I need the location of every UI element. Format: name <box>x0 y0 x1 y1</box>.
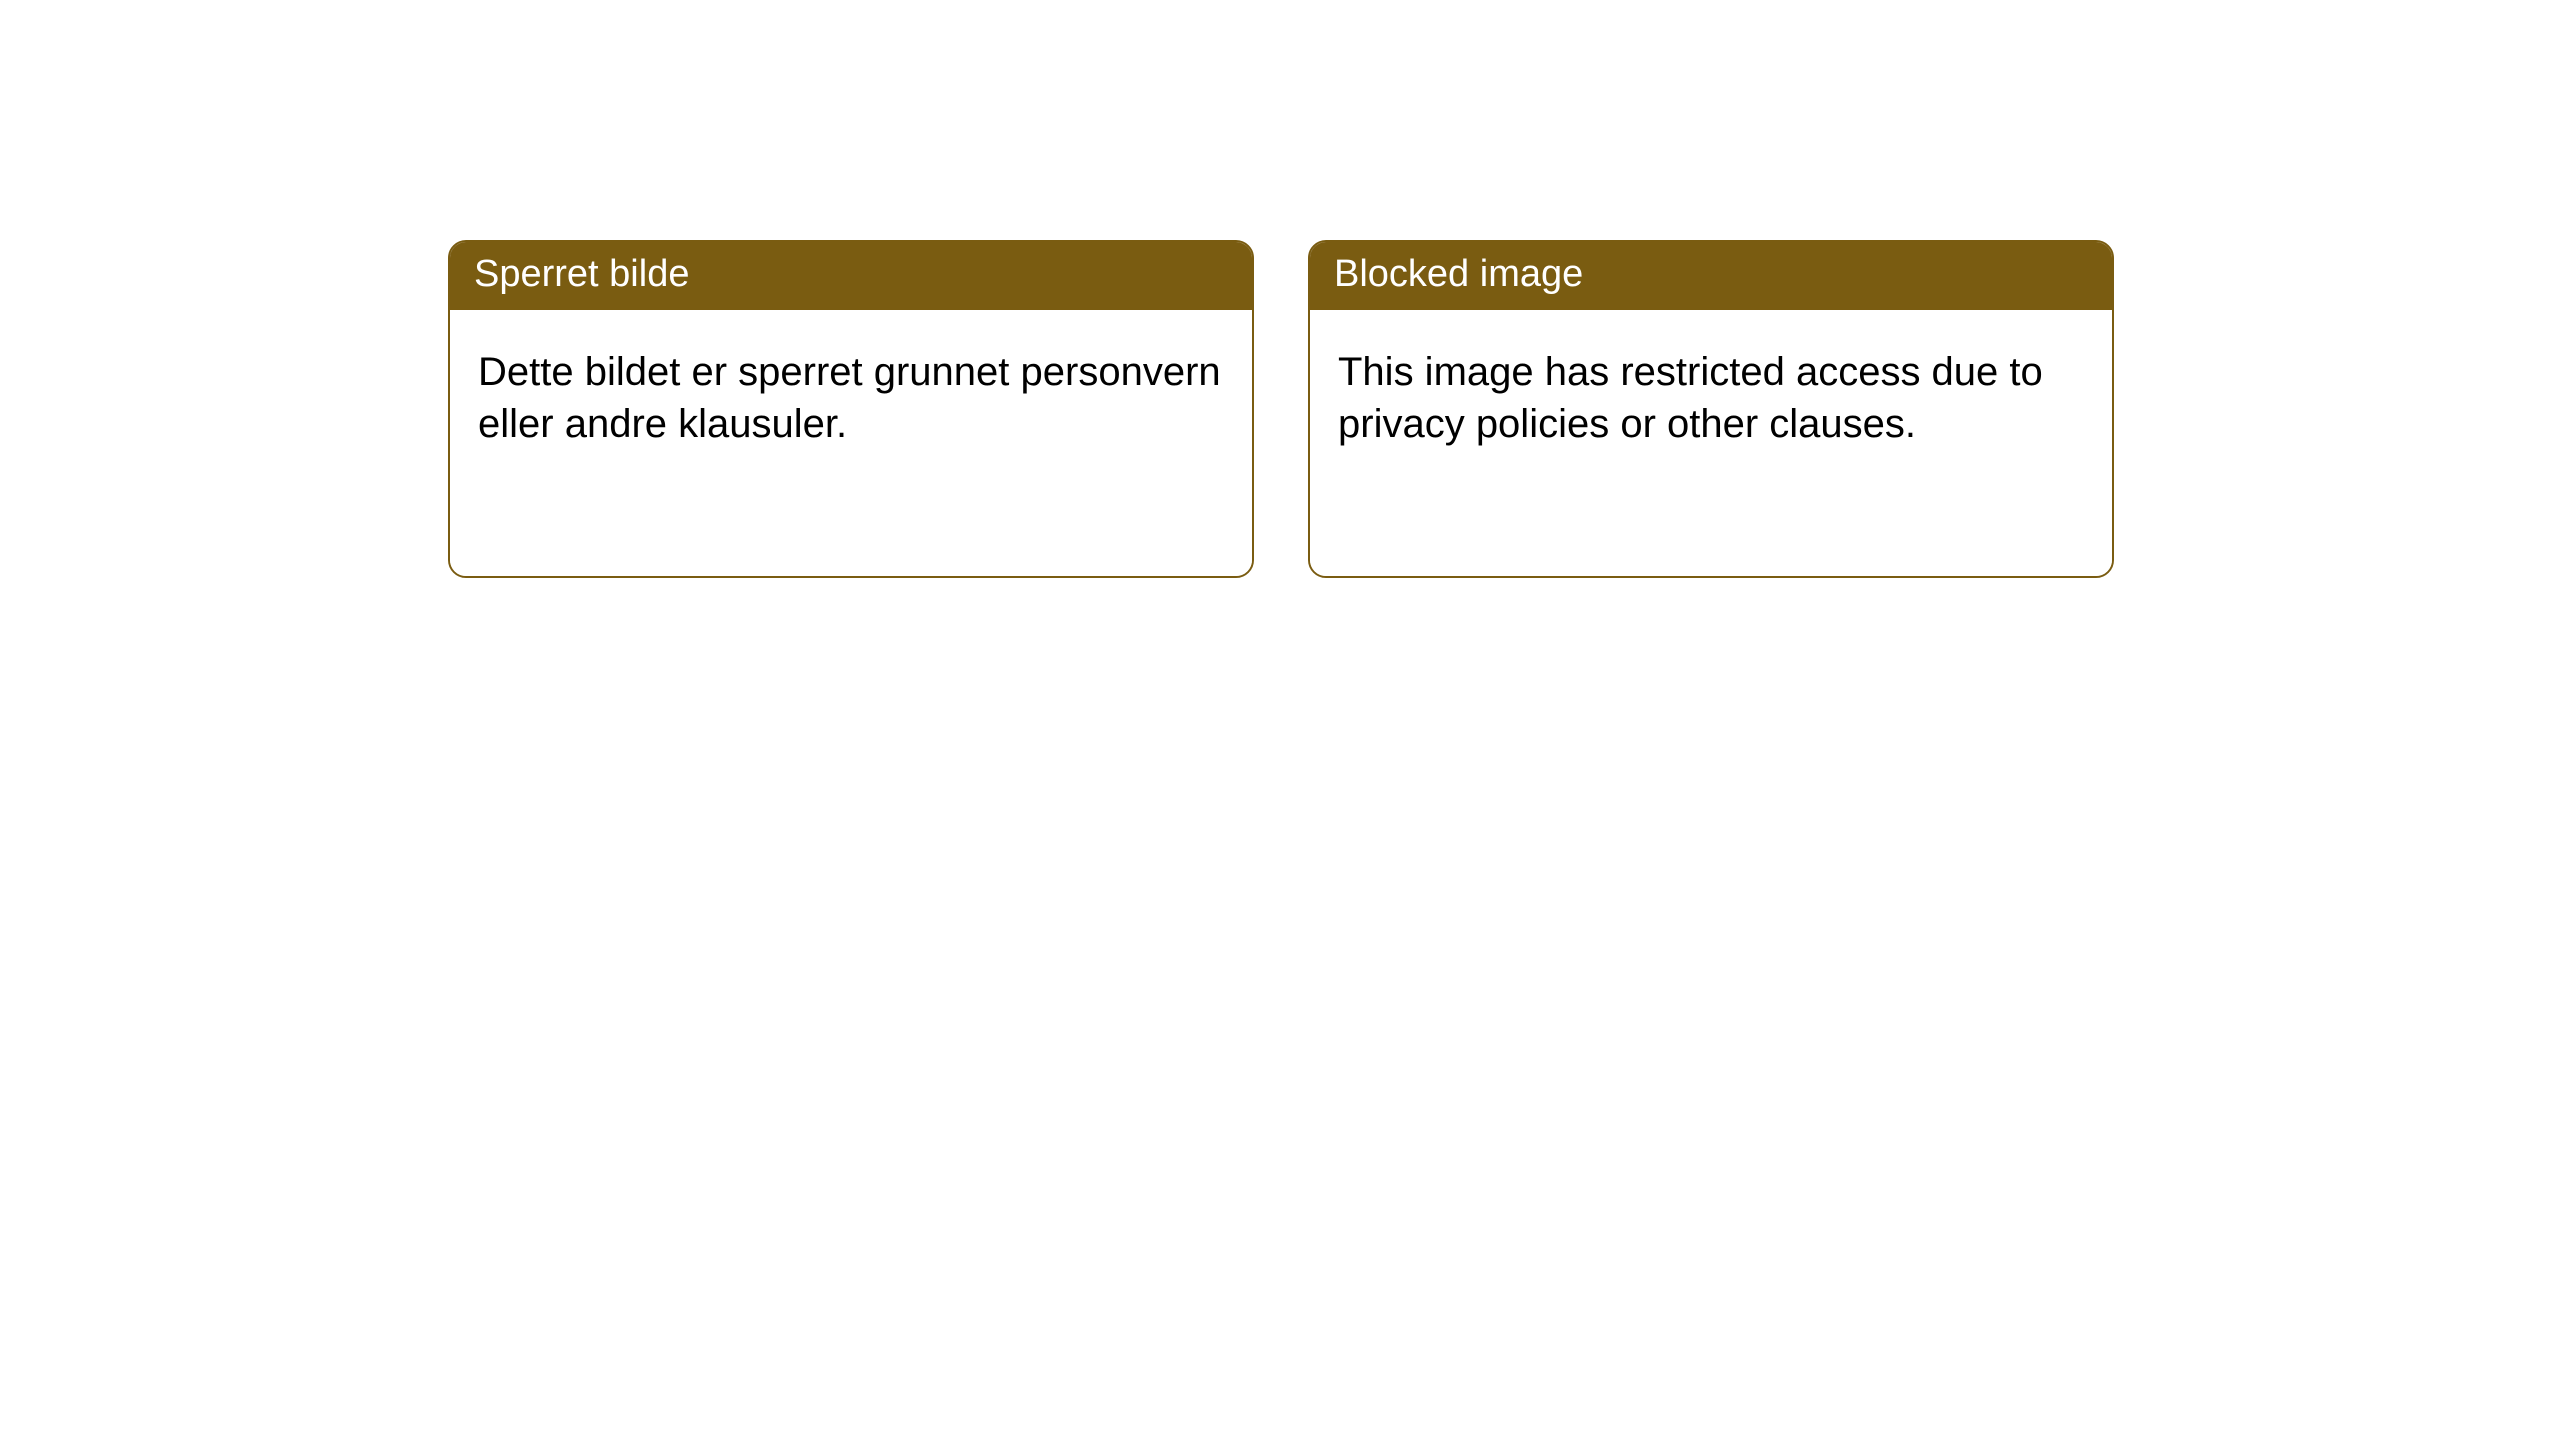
notice-container: Sperret bilde Dette bildet er sperret gr… <box>0 0 2560 578</box>
notice-card-english: Blocked image This image has restricted … <box>1308 240 2114 578</box>
notice-title-english: Blocked image <box>1310 242 2112 310</box>
notice-card-norwegian: Sperret bilde Dette bildet er sperret gr… <box>448 240 1254 578</box>
notice-body-english: This image has restricted access due to … <box>1310 310 2112 576</box>
notice-body-norwegian: Dette bildet er sperret grunnet personve… <box>450 310 1252 576</box>
notice-title-norwegian: Sperret bilde <box>450 242 1252 310</box>
